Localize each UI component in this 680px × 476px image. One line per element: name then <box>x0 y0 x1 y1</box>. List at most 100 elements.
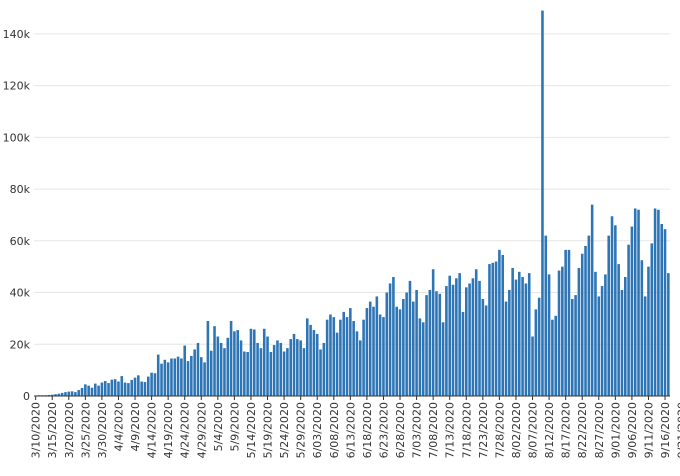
bar <box>617 264 620 396</box>
bar <box>239 340 243 396</box>
bar <box>196 342 200 396</box>
bar <box>54 394 57 396</box>
bar <box>411 301 415 396</box>
bar <box>402 299 405 396</box>
bar <box>243 351 246 396</box>
bar <box>667 273 670 396</box>
bar <box>574 295 577 396</box>
bar <box>637 209 640 396</box>
x-tick-label: 3/25/2020 <box>79 402 92 458</box>
x-axis-ticks: 3/10/2020 3/15/2020 3/20/2020 3/25/2020 3/30… <box>30 402 680 458</box>
bar <box>170 358 173 396</box>
bar <box>286 348 289 396</box>
bar <box>600 286 604 396</box>
bar <box>67 391 71 396</box>
bar <box>156 354 160 396</box>
x-tick-label: 7/18/2020 <box>460 402 473 458</box>
bar <box>630 226 634 396</box>
bar <box>87 385 90 396</box>
bar <box>554 315 558 396</box>
bar <box>514 279 518 396</box>
x-tick-label: 5/14/2020 <box>245 402 258 458</box>
bar <box>173 358 177 396</box>
bar <box>276 340 279 396</box>
bar <box>342 311 346 396</box>
y-tick-label: 20k <box>10 338 31 351</box>
y-tick-label: 80k <box>10 183 31 196</box>
bar <box>315 333 319 396</box>
x-tick-label: 7/08/2020 <box>427 402 440 458</box>
y-tick-label: 60k <box>10 235 31 248</box>
bar <box>643 296 647 396</box>
bar <box>577 267 581 396</box>
bar <box>236 330 240 396</box>
bar <box>408 280 412 396</box>
bar <box>93 383 97 396</box>
bar <box>663 229 667 396</box>
y-tick-label: 40k <box>10 287 31 300</box>
bar <box>146 376 150 396</box>
bar <box>133 377 137 396</box>
bar <box>345 317 349 396</box>
bar <box>418 318 422 396</box>
x-tick-label: 9/01/2020 <box>609 402 622 458</box>
bar <box>140 381 143 396</box>
bar <box>50 394 54 396</box>
bar <box>186 361 190 396</box>
bar <box>358 340 362 396</box>
bar <box>597 296 601 396</box>
bar <box>282 351 286 396</box>
bar <box>249 328 253 396</box>
bar <box>561 266 564 396</box>
bar <box>650 243 654 396</box>
bar <box>478 280 481 396</box>
bar <box>107 383 110 396</box>
bar <box>216 336 220 396</box>
bar <box>441 322 445 396</box>
bar <box>504 301 508 396</box>
bar <box>527 273 531 396</box>
bar <box>259 348 263 396</box>
bar <box>180 358 183 396</box>
bar <box>517 271 521 396</box>
x-tick-label: 8/12/2020 <box>543 402 556 458</box>
bar <box>405 292 408 396</box>
y-tick-label: 120k <box>3 80 31 93</box>
x-tick-label: 3/20/2020 <box>63 402 76 458</box>
bar <box>498 249 501 396</box>
x-tick-label: 8/22/2020 <box>576 402 589 458</box>
bar <box>647 266 650 396</box>
bar <box>428 289 432 396</box>
bar <box>209 350 213 396</box>
bar <box>70 391 74 396</box>
bar <box>388 283 392 396</box>
bar <box>312 330 316 396</box>
bar <box>365 308 369 396</box>
bar <box>319 349 322 396</box>
x-tick-label: 5/9/2020 <box>228 402 241 451</box>
bar <box>557 270 561 396</box>
bar <box>193 349 196 396</box>
bar <box>508 289 511 396</box>
bar <box>335 332 339 396</box>
bar <box>110 379 114 396</box>
bar <box>567 249 571 396</box>
bar <box>103 381 107 396</box>
x-tick-label: 6/13/2020 <box>344 402 357 458</box>
bar <box>120 376 124 396</box>
bar <box>604 274 607 396</box>
bar <box>570 299 574 396</box>
bar <box>468 283 471 396</box>
x-tick-label: 5/4/2020 <box>212 402 225 451</box>
bar <box>541 10 544 397</box>
bar <box>445 286 448 396</box>
bar <box>329 314 332 396</box>
bar <box>448 275 452 396</box>
bar <box>551 319 554 396</box>
bar <box>653 208 657 396</box>
bar <box>130 379 134 396</box>
bar <box>150 372 153 396</box>
x-tick-label: 4/19/2020 <box>162 402 175 458</box>
bar <box>57 393 61 396</box>
